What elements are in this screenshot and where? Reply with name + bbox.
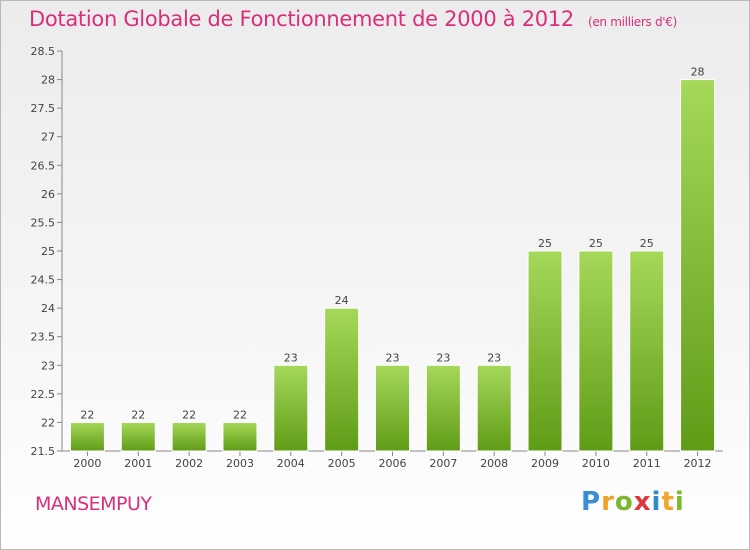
y-tick-label: 27.5 [31,102,56,115]
data-label: 22 [233,408,247,421]
y-tick-label: 22.5 [31,388,56,401]
y-tick-label: 22 [41,416,55,429]
y-tick-label: 25 [41,245,55,258]
logo-letter: o [614,487,634,517]
bar [629,250,665,452]
y-tick-label: 21.5 [31,445,56,458]
y-tick-label: 24 [41,302,55,315]
chart-labels: 21.5 22 22.5 23 23.5 24 24.5 25 25.5 26 26.5 27 27.5… [31,45,712,470]
x-tick-label: 2008 [480,457,508,470]
logo-letter: P [581,487,602,517]
x-tick-label: 2005 [328,457,356,470]
y-tick-label: 23.5 [31,331,56,344]
bar [171,421,207,452]
chart-bars [69,79,716,452]
x-tick-label: 2001 [124,457,152,470]
x-tick-label: 2006 [379,457,407,470]
proxiti-logo: Proxiti [581,487,685,517]
bar [273,364,309,452]
bar [527,250,563,452]
bar [375,364,410,452]
data-label: 23 [487,351,501,364]
chart-subtitle: (en milliers d'€) [587,15,677,29]
logo-letter: i [674,487,685,517]
data-label: 24 [335,294,349,307]
bar [578,250,614,452]
logo-letter: i [651,487,662,517]
x-tick-label: 2000 [73,457,101,470]
chart-title-text: Dotation Globale de Fonctionnement de 20… [29,7,574,31]
y-tick-label: 27 [41,131,55,144]
data-label: 25 [640,237,654,250]
y-tick-label: 23 [41,359,55,372]
bar [222,421,258,452]
x-tick-label: 2003 [226,457,254,470]
logo-letter: t [661,487,675,517]
bar [324,307,360,452]
place-name: MANSEMPUY [35,493,152,515]
bar [69,421,105,452]
y-tick-label: 26 [41,188,55,201]
x-tick-label: 2009 [531,457,559,470]
data-label: 28 [691,66,705,79]
x-tick-label: 2002 [175,457,203,470]
data-label: 23 [284,351,298,364]
chart-title: Dotation Globale de Fonctionnement de 20… [29,7,677,31]
x-tick-label: 2010 [582,457,610,470]
bar [680,79,716,452]
data-label: 25 [589,237,603,250]
data-label: 25 [538,237,552,250]
logo-letter: r [601,487,615,517]
x-tick-label: 2011 [633,457,661,470]
data-label: 23 [436,351,450,364]
y-tick-label: 28 [41,74,55,87]
bar [476,364,512,452]
bar [425,364,461,452]
x-tick-label: 2012 [684,457,712,470]
y-tick-label: 28.5 [31,45,56,58]
data-label: 22 [80,408,94,421]
bar [120,421,156,452]
y-tick-label: 25.5 [31,216,56,229]
logo-letter: x [633,487,652,517]
x-tick-label: 2007 [429,457,457,470]
y-tick-label: 26.5 [31,159,56,172]
data-label: 22 [131,408,145,421]
y-tick-label: 24.5 [31,274,56,287]
data-label: 23 [386,351,400,364]
x-tick-label: 2004 [277,457,305,470]
data-label: 22 [182,408,196,421]
